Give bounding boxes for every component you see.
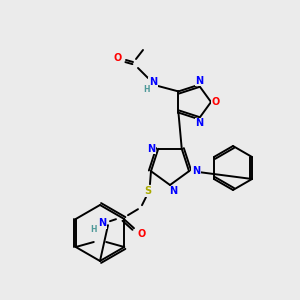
Text: H: H: [143, 85, 149, 94]
Text: O: O: [114, 53, 122, 63]
Text: N: N: [196, 76, 204, 86]
Text: N: N: [149, 77, 157, 87]
Text: N: N: [169, 186, 177, 196]
Text: N: N: [196, 118, 204, 128]
Text: N: N: [192, 166, 200, 176]
Text: N: N: [147, 144, 155, 154]
Text: O: O: [138, 229, 146, 239]
Text: O: O: [212, 97, 220, 107]
Text: N: N: [98, 218, 106, 228]
Text: H: H: [91, 225, 97, 234]
Text: S: S: [144, 186, 152, 196]
